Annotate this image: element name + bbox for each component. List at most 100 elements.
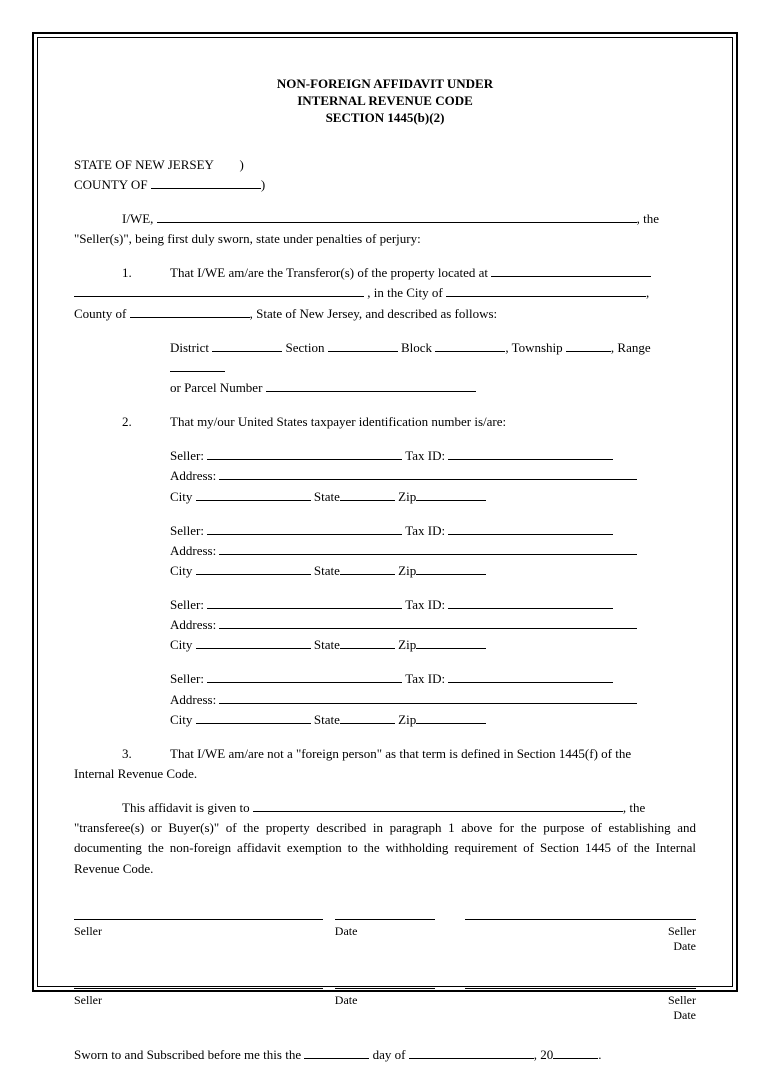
zip-label: Zip	[398, 489, 416, 504]
title-line-1: NON-FOREIGN AFFIDAVIT UNDER	[74, 76, 696, 93]
city-blank-s[interactable]	[196, 636, 311, 649]
seller-blank[interactable]	[207, 596, 402, 609]
section-label: Section	[286, 340, 325, 355]
taxid-blank[interactable]	[448, 447, 613, 460]
county-of-text: County of	[74, 306, 126, 321]
property-addr-blank-1[interactable]	[491, 264, 651, 277]
seller-sig-line-1[interactable]	[74, 919, 323, 920]
seller-sig-line-2[interactable]	[74, 988, 323, 989]
block-blank[interactable]	[435, 339, 505, 352]
seller-block-2: Seller: Tax ID: Address: City State Zip	[74, 521, 696, 581]
seller-label: Seller:	[170, 597, 204, 612]
year-prefix: , 20	[534, 1047, 554, 1062]
seller-blank[interactable]	[207, 447, 402, 460]
address-label: Address:	[170, 692, 216, 707]
taxid-label: Tax ID:	[405, 671, 445, 686]
para-1-line-1: 1.That I/WE am/are the Transferor(s) of …	[74, 263, 696, 283]
zip-label: Zip	[398, 563, 416, 578]
city-blank-s[interactable]	[196, 711, 311, 724]
state-label: State	[314, 563, 340, 578]
title-line-2: INTERNAL REVENUE CODE	[74, 93, 696, 110]
seller-blank[interactable]	[207, 670, 402, 683]
address-label: Address:	[170, 617, 216, 632]
state-label: State	[314, 637, 340, 652]
seller-block-4: Seller: Tax ID: Address: City State Zip	[74, 669, 696, 729]
month-blank[interactable]	[409, 1046, 534, 1059]
county-blank[interactable]	[151, 176, 261, 189]
address-blank[interactable]	[219, 467, 637, 480]
range-blank[interactable]	[170, 359, 225, 372]
seller-label: Seller:	[170, 671, 204, 686]
buyer-blank[interactable]	[253, 799, 623, 812]
state-line: STATE OF NEW JERSEY )	[74, 155, 696, 175]
iwe-text: I/WE,	[122, 211, 153, 226]
seller-label-1: Seller	[74, 924, 323, 954]
state-blank[interactable]	[340, 636, 395, 649]
page-inner-border: NON-FOREIGN AFFIDAVIT UNDER INTERNAL REV…	[37, 37, 733, 987]
date-sig-line-2[interactable]	[335, 988, 435, 989]
para-2-number: 2.	[122, 412, 170, 432]
address-blank[interactable]	[219, 691, 637, 704]
zip-blank[interactable]	[416, 711, 486, 724]
para-3-number: 3.	[122, 744, 170, 764]
township-label: , Township	[505, 340, 562, 355]
township-blank[interactable]	[566, 339, 611, 352]
seller-label: Seller:	[170, 448, 204, 463]
seller-label: Seller:	[170, 523, 204, 538]
seller-label-r2: Seller	[668, 993, 696, 1007]
parcel-label: or Parcel Number	[170, 380, 262, 395]
city-label: City	[170, 563, 192, 578]
date-label-r1: Date	[673, 939, 696, 953]
taxid-blank[interactable]	[448, 596, 613, 609]
dayof-text: day of	[373, 1047, 406, 1062]
para-1-text-a: That I/WE am/are the Transferor(s) of th…	[170, 265, 488, 280]
notary-line: Sworn to and Subscribed before me this t…	[74, 1045, 696, 1065]
section-blank[interactable]	[328, 339, 398, 352]
zip-blank[interactable]	[416, 488, 486, 501]
city-blank-s[interactable]	[196, 488, 311, 501]
city-blank[interactable]	[446, 284, 646, 297]
address-blank[interactable]	[219, 616, 637, 629]
block-label: Block	[401, 340, 432, 355]
closing-body: "transferee(s) or Buyer(s)" of the prope…	[74, 820, 696, 875]
seller-block-3: Seller: Tax ID: Address: City State Zip	[74, 595, 696, 655]
parcel-line: or Parcel Number	[74, 378, 696, 398]
seller-date-sig-line-1[interactable]	[465, 919, 696, 920]
taxid-label: Tax ID:	[405, 597, 445, 612]
para-1-line-2: , in the City of ,	[74, 283, 696, 303]
taxid-label: Tax ID:	[405, 523, 445, 538]
signature-area: Seller Date SellerDate Seller Date Selle…	[74, 909, 696, 1023]
para-3-text-a: That I/WE am/are not a "foreign person" …	[170, 746, 631, 761]
taxid-blank[interactable]	[448, 522, 613, 535]
page-outer-border: NON-FOREIGN AFFIDAVIT UNDER INTERNAL REV…	[32, 32, 738, 992]
district-label: District	[170, 340, 209, 355]
day-blank[interactable]	[304, 1046, 369, 1059]
district-blank[interactable]	[212, 339, 282, 352]
zip-blank[interactable]	[416, 636, 486, 649]
parcel-blank[interactable]	[266, 379, 476, 392]
seller-blank[interactable]	[207, 522, 402, 535]
city-label: City	[170, 489, 192, 504]
seller-name-blank[interactable]	[157, 210, 637, 223]
zip-label: Zip	[398, 637, 416, 652]
zip-label: Zip	[398, 712, 416, 727]
state-blank[interactable]	[340, 488, 395, 501]
state-blank[interactable]	[340, 562, 395, 575]
county-blank-2[interactable]	[130, 305, 250, 318]
para-1-number: 1.	[122, 263, 170, 283]
para-2-line: 2.That my/our United States taxpayer ide…	[74, 412, 696, 432]
city-blank-s[interactable]	[196, 562, 311, 575]
address-blank[interactable]	[219, 542, 637, 555]
property-addr-blank-2[interactable]	[74, 284, 364, 297]
state-text: STATE OF NEW JERSEY	[74, 157, 213, 172]
date-sig-line-1[interactable]	[335, 919, 435, 920]
closing-line-1: This affidavit is given to , the	[74, 798, 696, 818]
para-2-text: That my/our United States taxpayer ident…	[170, 414, 506, 429]
state-blank[interactable]	[340, 711, 395, 724]
county-line: COUNTY OF )	[74, 175, 696, 195]
seller-date-sig-line-2[interactable]	[465, 988, 696, 989]
year-blank[interactable]	[553, 1046, 598, 1059]
seller-label-2: Seller	[74, 993, 323, 1023]
zip-blank[interactable]	[416, 562, 486, 575]
taxid-blank[interactable]	[448, 670, 613, 683]
